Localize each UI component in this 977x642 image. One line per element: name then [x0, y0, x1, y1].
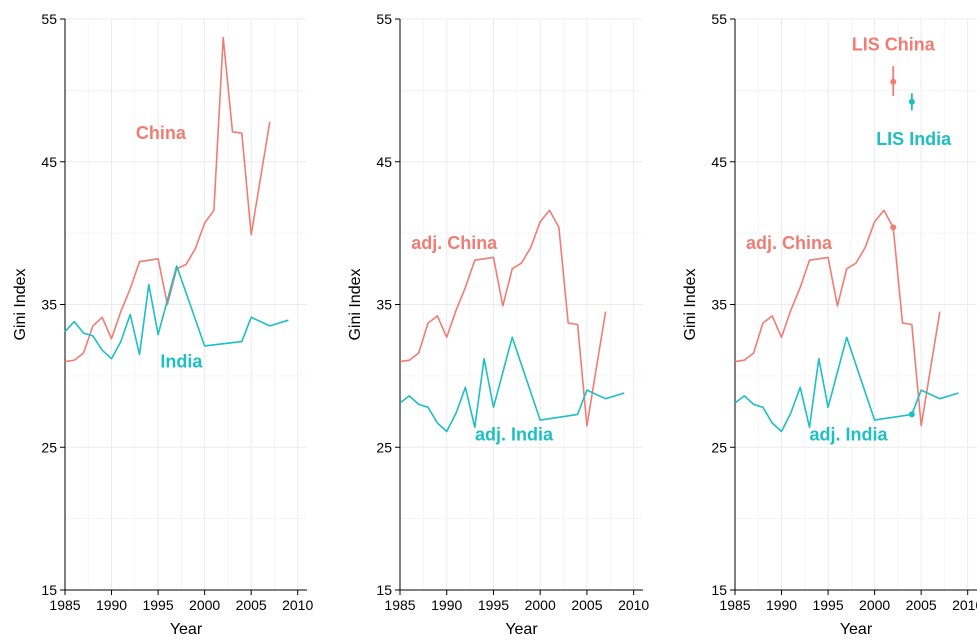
chart-panel-1: 15 25 35 45 55 1985 1990 1995 2000 2005 2010 Year Gi… — [12, 11, 313, 638]
series-line-adj-india — [734, 336, 959, 433]
y-axis-title: Gini Index — [12, 268, 29, 340]
series-label: LIS India — [876, 129, 952, 149]
series-label: India — [160, 352, 203, 372]
y-tick-label: 35 — [376, 297, 392, 313]
y-tick-label: 25 — [711, 439, 727, 455]
x-tick-label: 1990 — [766, 597, 797, 613]
series-line-adj-china — [734, 209, 941, 427]
series-label: LIS China — [852, 35, 936, 55]
x-axis-title: Year — [840, 621, 873, 637]
chart-panel-2: 15 25 35 45 55 1985 1990 1995 2000 2005 2010 Year Gi… — [347, 11, 649, 638]
series-line-china — [64, 36, 271, 363]
y-tick-label: 25 — [376, 439, 392, 455]
series-line-india — [64, 265, 289, 360]
series-label: adj. India — [475, 424, 554, 444]
x-tick-label: 2010 — [952, 597, 977, 613]
x-axis-title: Year — [170, 621, 203, 637]
x-tick-label: 2000 — [189, 597, 220, 613]
x-tick-label: 1995 — [478, 597, 509, 613]
x-tick-label: 2000 — [525, 597, 556, 613]
y-tick-label: 15 — [41, 582, 57, 598]
y-axis-title: Gini Index — [682, 268, 699, 340]
data-point-adj-india — [908, 411, 915, 418]
x-tick-label: 2010 — [618, 597, 649, 613]
y-tick-label: 25 — [41, 439, 57, 455]
series-label: China — [136, 123, 187, 143]
x-tick-label: 2005 — [571, 597, 602, 613]
x-tick-label: 2005 — [236, 597, 267, 613]
series-line-adj-china — [399, 209, 607, 427]
x-tick-label: 1990 — [431, 597, 462, 613]
series-line-adj-india — [399, 336, 625, 433]
series-label: adj. China — [746, 233, 833, 253]
y-tick-label: 45 — [376, 154, 392, 170]
x-tick-label: 1985 — [719, 597, 750, 613]
y-axis-title: Gini Index — [347, 268, 364, 340]
y-tick-label: 45 — [711, 154, 727, 170]
series-label: adj. India — [810, 424, 889, 444]
data-point-lis-india — [908, 98, 915, 105]
x-tick-label: 1985 — [49, 597, 80, 613]
y-tick-label: 35 — [711, 297, 727, 313]
x-tick-label: 1995 — [812, 597, 843, 613]
y-tick-label: 55 — [41, 11, 57, 27]
chart-panel-3: 15 25 35 45 55 1985 1990 1995 2000 2005 2010 Year Gi… — [682, 11, 977, 638]
x-tick-label: 1985 — [384, 597, 415, 613]
x-tick-label: 2000 — [859, 597, 890, 613]
y-tick-label: 35 — [41, 297, 57, 313]
data-point-lis-china — [890, 78, 897, 85]
series-label: adj. China — [411, 233, 498, 253]
y-tick-label: 15 — [376, 582, 392, 598]
x-tick-label: 1995 — [142, 597, 173, 613]
data-point-adj-china — [890, 224, 897, 231]
y-tick-label: 55 — [711, 11, 727, 27]
x-tick-label: 2005 — [906, 597, 937, 613]
y-tick-label: 15 — [711, 582, 727, 598]
x-tick-label: 2010 — [282, 597, 313, 613]
x-tick-label: 1990 — [96, 597, 127, 613]
x-axis-title: Year — [505, 621, 538, 637]
y-tick-label: 55 — [376, 11, 392, 27]
y-tick-label: 45 — [41, 154, 57, 170]
